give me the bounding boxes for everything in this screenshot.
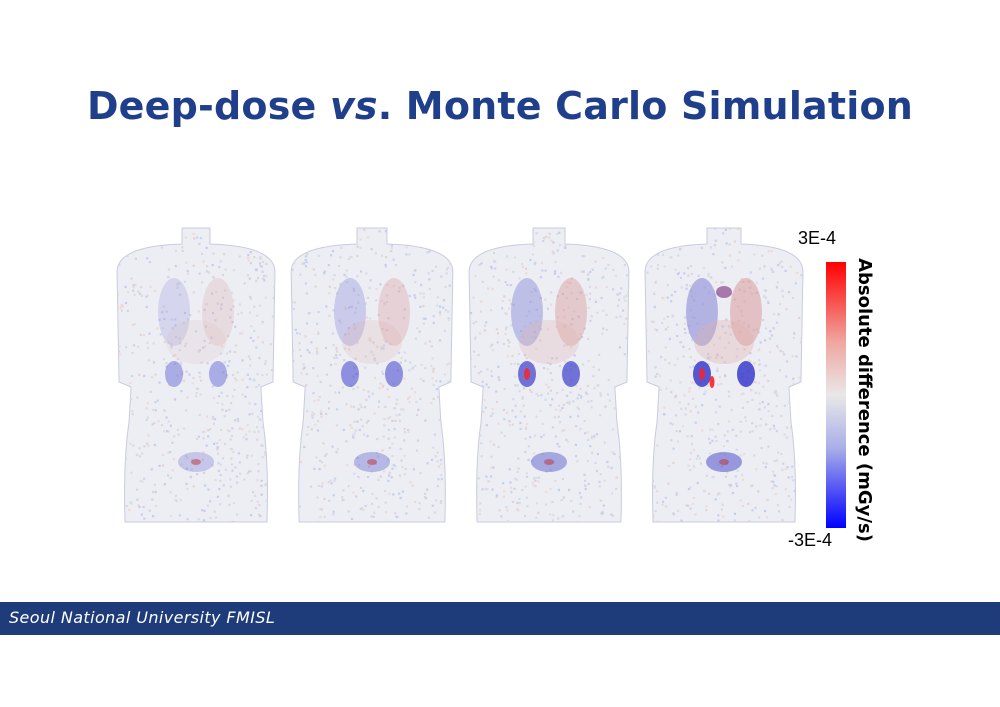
dose-difference-map-3 <box>468 227 630 523</box>
title-part-1: Deep-dose <box>86 84 330 128</box>
colorbar-max-label: 3E-4 <box>798 228 837 248</box>
colorbar-min-label: -3E-4 <box>788 530 833 550</box>
footer-bar: Seoul National University FMISL <box>0 602 1000 635</box>
dose-difference-map-1 <box>116 227 276 523</box>
slide-title: Deep-dose vs. Monte Carlo Simulation <box>0 84 1000 128</box>
title-italic-vs: vs <box>329 84 378 128</box>
footer-institution: Seoul National University FMISL <box>9 608 276 627</box>
colorbar-axis-label: Absolute difference (mGy/s) <box>854 258 875 542</box>
colorbar <box>826 262 846 528</box>
dose-difference-figure <box>112 222 812 532</box>
title-part-2: . Monte Carlo Simulation <box>377 84 914 128</box>
dose-difference-map-2 <box>290 227 454 523</box>
dose-difference-map-4 <box>644 227 804 523</box>
